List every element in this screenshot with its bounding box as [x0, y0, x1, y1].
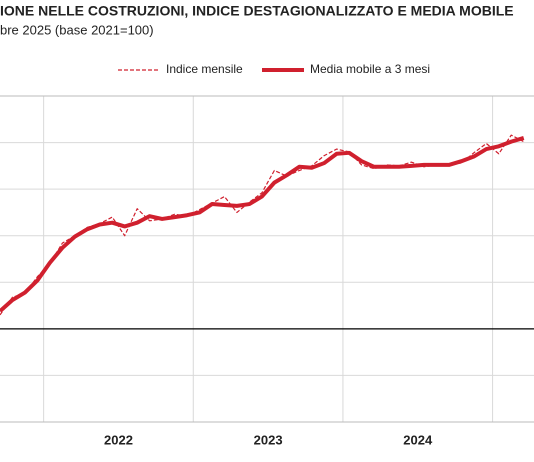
x-tick-label: 2024 [403, 432, 433, 447]
series-line [0, 134, 525, 316]
legend-label: Indice mensile [166, 62, 243, 76]
x-tick-label: 2023 [254, 432, 283, 447]
x-tick-label: 2022 [104, 432, 133, 447]
series-line [0, 135, 525, 313]
chart-title: IONE NELLE COSTRUZIONI, INDICE DESTAGION… [0, 3, 514, 19]
legend-label: Media mobile a 3 mesi [310, 62, 430, 76]
chart-subtitle: bre 2025 (base 2021=100) [0, 22, 154, 37]
